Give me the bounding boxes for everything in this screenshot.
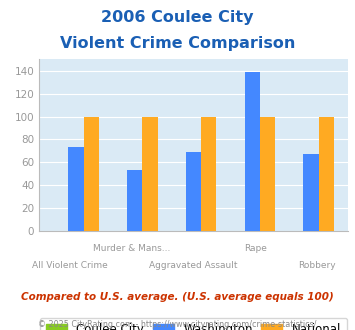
Bar	[142, 116, 158, 231]
Bar	[318, 116, 334, 231]
Text: Robbery: Robbery	[298, 261, 336, 270]
Legend: Coulee City, Washington, National: Coulee City, Washington, National	[40, 317, 347, 330]
Text: Aggravated Assault: Aggravated Assault	[149, 261, 238, 270]
Bar	[84, 116, 99, 231]
Text: Compared to U.S. average. (U.S. average equals 100): Compared to U.S. average. (U.S. average …	[21, 292, 334, 302]
Text: 2006 Coulee City: 2006 Coulee City	[101, 10, 254, 25]
Bar	[303, 154, 318, 231]
Text: © 2025 CityRating.com - https://www.cityrating.com/crime-statistics/: © 2025 CityRating.com - https://www.city…	[38, 320, 317, 329]
Text: Violent Crime Comparison: Violent Crime Comparison	[60, 36, 295, 51]
Bar	[201, 116, 217, 231]
Bar	[69, 148, 84, 231]
Text: All Violent Crime: All Violent Crime	[32, 261, 108, 270]
Bar	[260, 116, 275, 231]
Bar	[245, 72, 260, 231]
Bar	[186, 152, 201, 231]
Text: Rape: Rape	[244, 244, 267, 253]
Bar	[127, 170, 142, 231]
Text: Murder & Mans...: Murder & Mans...	[93, 244, 170, 253]
